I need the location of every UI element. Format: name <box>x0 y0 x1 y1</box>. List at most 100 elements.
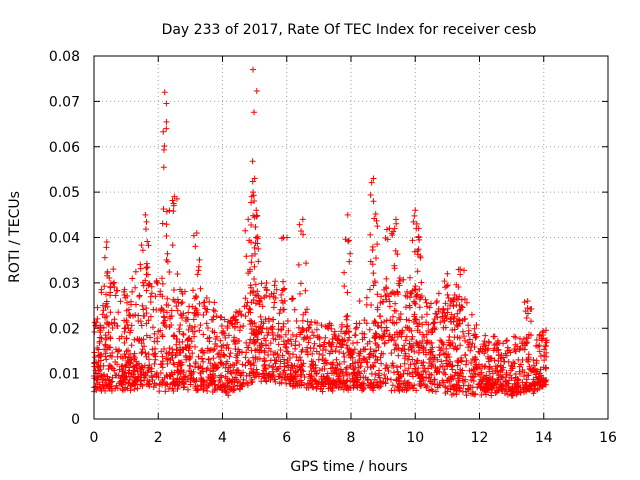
data-point <box>177 311 184 318</box>
data-point <box>442 371 449 378</box>
data-point <box>329 348 336 355</box>
data-point <box>392 216 399 223</box>
data-point <box>363 359 370 366</box>
data-point <box>137 381 144 388</box>
data-point <box>136 293 143 300</box>
data-point <box>394 251 401 258</box>
data-point <box>374 291 381 298</box>
data-point <box>401 367 408 374</box>
data-point <box>397 363 404 370</box>
data-point <box>393 376 400 383</box>
data-point <box>318 322 325 329</box>
data-point <box>440 369 447 376</box>
data-point <box>173 346 180 353</box>
data-point <box>524 304 531 311</box>
data-point <box>152 356 159 363</box>
data-point <box>383 226 390 233</box>
data-point <box>326 340 333 347</box>
data-point <box>258 318 265 325</box>
data-point <box>490 347 497 354</box>
data-point <box>192 364 199 371</box>
data-point <box>221 352 228 359</box>
data-point <box>196 327 203 334</box>
data-point <box>533 360 540 367</box>
data-point <box>178 312 185 319</box>
data-point <box>393 308 400 315</box>
data-point <box>128 382 135 389</box>
data-point <box>170 360 177 367</box>
data-point <box>460 382 467 389</box>
data-point <box>190 316 197 323</box>
y-tick-label: 0.01 <box>49 367 80 383</box>
data-point <box>474 384 481 391</box>
data-point <box>302 287 309 294</box>
data-point <box>301 373 308 380</box>
data-point <box>519 379 526 386</box>
data-point <box>150 352 157 359</box>
data-point <box>431 315 438 322</box>
data-point <box>445 351 452 358</box>
data-point <box>393 364 400 371</box>
data-point <box>408 290 415 297</box>
data-point <box>386 298 393 305</box>
data-point <box>374 341 381 348</box>
data-point <box>145 365 152 372</box>
data-point <box>129 275 136 282</box>
data-point <box>449 326 456 333</box>
data-point <box>272 336 279 343</box>
data-point <box>275 354 282 361</box>
data-point <box>208 316 215 323</box>
data-point <box>106 321 113 328</box>
data-point <box>410 373 417 380</box>
data-point <box>372 210 379 217</box>
data-point <box>131 386 138 393</box>
data-point <box>128 342 135 349</box>
data-point <box>414 291 421 298</box>
data-point <box>247 290 254 297</box>
data-point <box>132 311 139 318</box>
data-point <box>164 295 171 302</box>
data-point <box>251 319 258 326</box>
data-point <box>383 327 390 334</box>
y-tick-label: 0.03 <box>49 276 80 292</box>
data-point <box>492 389 499 396</box>
data-point <box>376 384 383 391</box>
data-point <box>227 350 234 357</box>
data-point <box>272 378 279 385</box>
data-point <box>119 362 126 369</box>
data-point <box>112 372 119 379</box>
data-point <box>160 206 167 213</box>
data-point <box>483 375 490 382</box>
data-point <box>365 353 372 360</box>
data-point <box>479 346 486 353</box>
data-point <box>309 377 316 384</box>
y-tick-label: 0.08 <box>49 49 80 65</box>
data-point <box>106 344 113 351</box>
data-point <box>526 382 533 389</box>
data-point <box>345 328 352 335</box>
data-point <box>171 193 178 200</box>
data-point <box>340 338 347 345</box>
data-point <box>413 387 420 394</box>
data-point <box>151 330 158 337</box>
data-point <box>463 361 470 368</box>
data-point <box>251 198 258 205</box>
data-point <box>144 369 151 376</box>
data-point <box>225 364 232 371</box>
data-point <box>272 278 279 285</box>
data-point <box>280 278 287 285</box>
data-point <box>284 357 291 364</box>
data-point <box>512 377 519 384</box>
data-point <box>533 336 540 343</box>
data-point <box>270 290 277 297</box>
data-point <box>236 379 243 386</box>
data-point <box>96 338 103 345</box>
data-point <box>462 376 469 383</box>
data-point <box>338 344 345 351</box>
data-point <box>530 390 537 397</box>
data-point <box>211 346 218 353</box>
data-point <box>341 380 348 387</box>
data-point <box>172 352 179 359</box>
data-point <box>453 346 460 353</box>
